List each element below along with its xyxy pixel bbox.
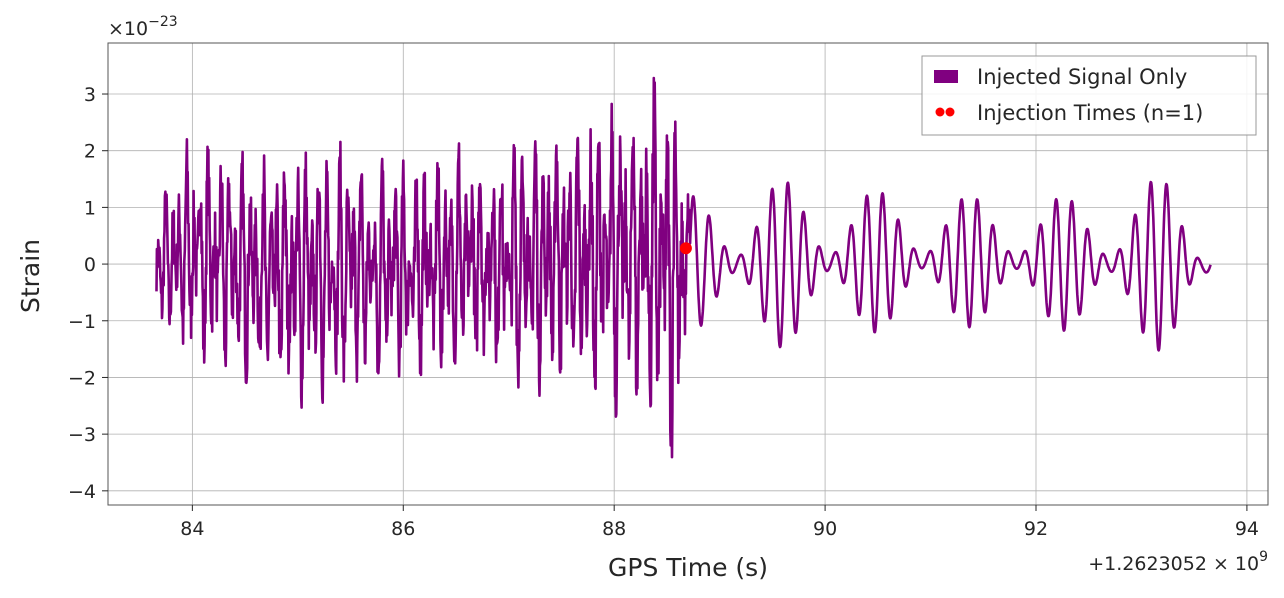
y-tick-label: 1 bbox=[84, 197, 96, 219]
x-tick-label: 84 bbox=[180, 518, 204, 540]
legend-swatch-injected-signal bbox=[934, 70, 958, 83]
series-line-injected-signal bbox=[155, 76, 1212, 459]
axis-ticks: 84 86 88 90 92 94 −4 −3 −2 −1 0 1 2 3 bbox=[68, 84, 1259, 540]
plot-frame bbox=[107, 42, 1269, 506]
x-offset-base: +1.2623052 × 10 bbox=[1088, 553, 1259, 575]
y-tick-label: −4 bbox=[68, 481, 96, 503]
y-scale-exponent: −23 bbox=[148, 14, 178, 30]
y-axis-title: Strain bbox=[16, 239, 45, 313]
legend-label-injection-times: Injection Times (n=1) bbox=[977, 101, 1203, 125]
x-tick-label: 90 bbox=[813, 518, 837, 540]
x-axis-title: GPS Time (s) bbox=[608, 553, 768, 582]
y-scale-label: ×10−23 bbox=[108, 14, 178, 40]
injection-time-point bbox=[679, 242, 692, 255]
x-offset-exponent: 9 bbox=[1259, 549, 1268, 565]
x-tick-label: 88 bbox=[602, 518, 626, 540]
legend-box bbox=[921, 55, 1257, 136]
y-tick-label: 3 bbox=[84, 84, 96, 106]
y-scale-base: ×10 bbox=[108, 18, 148, 40]
y-tick-label: 2 bbox=[84, 141, 96, 163]
legend: Injected Signal Only Injection Times (n=… bbox=[921, 55, 1257, 136]
y-tick-label: −2 bbox=[68, 367, 96, 389]
x-tick-label: 94 bbox=[1235, 518, 1259, 540]
y-tick-label: 0 bbox=[84, 254, 96, 276]
x-tick-label: 86 bbox=[391, 518, 415, 540]
legend-marker-injection-times-b bbox=[945, 107, 955, 117]
x-tick-label: 92 bbox=[1024, 518, 1048, 540]
y-tick-label: −3 bbox=[68, 424, 96, 446]
x-offset-label: +1.2623052 × 109 bbox=[1088, 549, 1268, 575]
legend-label-injected-signal: Injected Signal Only bbox=[977, 65, 1187, 89]
legend-marker-injection-times-a bbox=[935, 107, 945, 117]
y-tick-label: −1 bbox=[68, 311, 96, 333]
plot-series bbox=[155, 76, 1212, 459]
